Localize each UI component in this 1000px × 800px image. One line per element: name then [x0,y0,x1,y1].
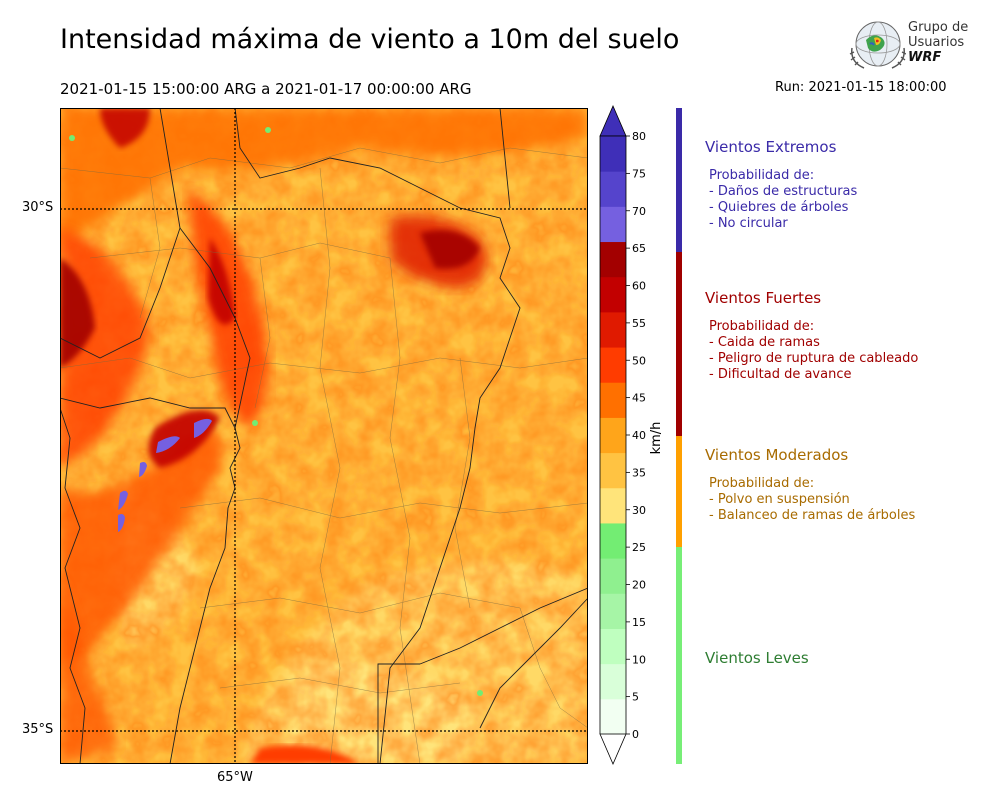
run-time: Run: 2021-01-15 18:00:00 [775,80,947,95]
colorbar-tick-label: 15 [632,616,646,629]
category-name: Vientos Moderados [705,446,849,464]
logo-line-3: WRF [908,50,942,65]
category-description: Probabilidad de: - Polvo en suspensión - B… [705,476,915,524]
colorbar-band [600,136,626,172]
date-range: 2021-01-15 15:00:00 ARG a 2021-01-17 00:… [60,80,472,98]
category-fuertes: Vientos Fuertes Probabilidad de: - Caida d… [705,289,918,383]
colorbar-band [600,347,626,383]
colorbar-band [600,417,626,454]
category-line: - No circular [709,216,788,231]
colorbar-band [600,558,626,594]
category-line: - Daños de estructuras [709,184,858,199]
colorbar-tick-label: 35 [632,466,646,479]
map-title: Intensidad máxima de viento a 10m del su… [60,24,680,55]
logo-line-2: Usuarios [908,35,965,50]
colorbar-band [600,311,626,348]
colorbar-band [600,663,626,700]
category-line: - Polvo en suspensión [709,492,850,507]
category-name: Vientos Extremos [705,138,837,156]
colorbar-tick-label: 0 [632,728,639,741]
sidebar-segment [676,436,682,547]
colorbar-under-extension [599,733,627,766]
colorbar-tick-label: 10 [632,653,646,666]
category-moderados: Vientos Moderados Probabilidad de: - Polvo… [705,446,915,524]
colorbar-tick-label: 70 [632,205,646,218]
category-sidebar [676,108,684,764]
lat-label-30s: 30°S [22,200,54,215]
wind-map [60,108,588,764]
colorbar-band [600,206,626,243]
category-line: Probabilidad de: [709,168,815,183]
category-name: Vientos Fuertes [705,289,822,307]
category-description: Probabilidad de: - Caida de ramas - Peligr… [705,319,918,383]
colorbar-tick-label: 20 [632,579,646,592]
category-line: - Balanceo de ramas de árboles [709,508,916,523]
colorbar-band [600,241,626,278]
sidebar-segment [676,252,682,436]
colorbar: 0 5 10 15 20 25 30 35 40 45 50 55 60 65 70 75 80 km/h [599,104,664,766]
category-name: Vientos Leves [705,649,809,667]
colorbar-tick-label: 45 [632,392,646,405]
category-line: Probabilidad de: [709,319,815,334]
lon-label-65w: 65°W [217,770,253,785]
colorbar-tick-label: 5 [632,691,639,704]
colorbar-band [600,452,626,489]
category-line: - Dificultad de avance [709,367,852,382]
colorbar-band [600,593,626,629]
globe-logo-icon [849,21,907,69]
colorbar-unit-label: km/h [649,422,664,455]
category-line: Probabilidad de: [709,476,815,491]
colorbar-tick-label: 25 [632,541,646,554]
lat-label-35s: 35°S [22,722,54,737]
category-extremos: Vientos Extremos Probabilidad de: - Daños … [705,138,857,232]
colorbar-band [600,522,626,559]
logo-line-1: Grupo de [908,20,969,35]
colorbar-tick-label: 60 [632,280,646,293]
colorbar-over-extension [599,104,627,137]
category-line: - Peligro de ruptura de cableado [709,351,919,366]
colorbar-band [600,628,626,665]
colorbar-tick-label: 75 [632,167,646,180]
colorbar-tick-label: 40 [632,429,646,442]
colorbar-tick-label: 30 [632,504,646,517]
colorbar-band [600,487,626,524]
colorbar-tick-label: 55 [632,317,646,330]
colorbar-band [600,276,626,313]
wrf-logo: Grupo de Usuarios WRF [848,18,970,74]
category-description: Probabilidad de: - Daños de estructuras - … [705,168,857,232]
colorbar-tick-label: 50 [632,354,646,367]
category-line: - Quiebres de árboles [709,200,849,215]
sidebar-segment [676,547,682,764]
colorbar-band [600,698,626,735]
colorbar-tick-label: 65 [632,242,646,255]
colorbar-band [600,171,626,207]
colorbar-band [600,382,626,418]
category-leves: Vientos Leves [705,649,809,667]
sidebar-segment [676,108,682,252]
colorbar-tick-label: 80 [632,130,646,143]
category-line: - Caida de ramas [709,335,820,350]
